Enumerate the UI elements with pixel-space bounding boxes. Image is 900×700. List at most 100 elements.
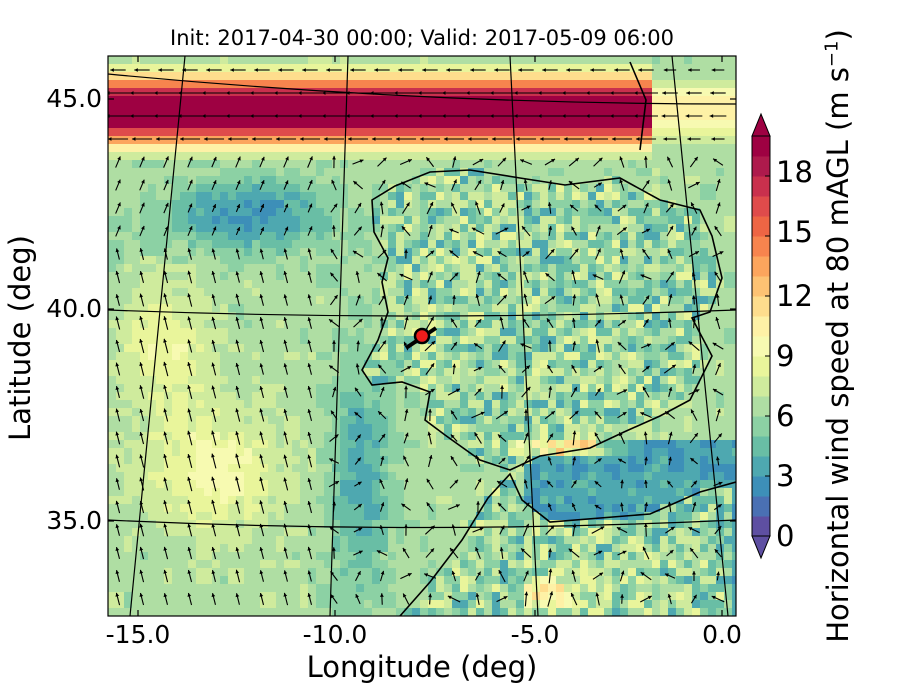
wind-speed-cell	[204, 344, 213, 353]
wind-speed-cell	[316, 488, 325, 497]
wind-speed-cell	[596, 472, 605, 481]
wind-speed-cell	[220, 376, 229, 385]
wind-speed-cell	[396, 200, 405, 209]
wind-speed-cell	[212, 480, 221, 489]
wind-speed-cell	[196, 504, 205, 513]
wind-speed-cell	[428, 392, 437, 401]
wind-speed-cell	[556, 344, 565, 353]
wind-speed-cell	[476, 464, 485, 473]
wind-speed-cell	[116, 56, 125, 65]
wind-speed-cell	[508, 280, 517, 289]
wind-speed-cell	[244, 528, 253, 537]
wind-speed-cell	[204, 328, 213, 337]
wind-speed-cell	[140, 408, 149, 417]
wind-speed-cell	[700, 200, 709, 209]
wind-speed-cell	[716, 80, 725, 89]
wind-speed-cell	[188, 248, 197, 257]
wind-speed-cell	[180, 496, 189, 505]
wind-speed-cell	[292, 400, 301, 409]
wind-speed-cell	[636, 480, 645, 489]
wind-speed-cell	[724, 296, 733, 305]
wind-speed-cell	[180, 232, 189, 241]
wind-speed-cell	[524, 240, 533, 249]
wind-speed-cell	[476, 184, 485, 193]
wind-speed-cell	[604, 104, 613, 113]
wind-speed-cell	[420, 320, 429, 329]
wind-speed-cell	[716, 488, 725, 497]
wind-speed-cell	[348, 552, 357, 561]
wind-speed-cell	[660, 408, 669, 417]
wind-speed-cell	[132, 424, 141, 433]
wind-speed-cell	[652, 248, 661, 257]
wind-speed-cell	[508, 376, 517, 385]
wind-speed-cell	[404, 408, 413, 417]
wind-speed-cell	[324, 216, 333, 225]
wind-speed-cell	[228, 384, 237, 393]
wind-speed-cell	[268, 80, 277, 89]
wind-speed-cell	[724, 312, 733, 321]
wind-speed-cell	[116, 144, 125, 153]
wind-speed-cell	[604, 512, 613, 521]
wind-speed-cell	[532, 256, 541, 265]
wind-speed-cell	[180, 320, 189, 329]
wind-speed-cell	[700, 288, 709, 297]
wind-speed-cell	[380, 512, 389, 521]
wind-speed-cell	[724, 248, 733, 257]
wind-speed-cell	[548, 240, 557, 249]
wind-speed-cell	[460, 272, 469, 281]
wind-speed-cell	[476, 248, 485, 257]
wind-speed-cell	[284, 104, 293, 113]
wind-speed-cell	[332, 152, 341, 161]
wind-speed-cell	[132, 192, 141, 201]
wind-speed-cell	[492, 120, 501, 129]
wind-speed-cell	[612, 136, 621, 145]
wind-speed-cell	[188, 344, 197, 353]
wind-speed-cell	[452, 352, 461, 361]
wind-speed-cell	[380, 504, 389, 513]
wind-speed-cell	[228, 320, 237, 329]
wind-speed-cell	[644, 264, 653, 273]
wind-speed-cell	[348, 328, 357, 337]
wind-speed-cell	[668, 544, 677, 553]
wind-speed-cell	[396, 216, 405, 225]
wind-speed-cell	[204, 216, 213, 225]
wind-speed-cell	[180, 536, 189, 545]
wind-speed-cell	[172, 512, 181, 521]
wind-speed-cell	[196, 512, 205, 521]
wind-speed-cell	[716, 168, 725, 177]
wind-speed-cell	[564, 192, 573, 201]
wind-speed-cell	[620, 488, 629, 497]
wind-speed-cell	[420, 216, 429, 225]
wind-speed-cell	[196, 272, 205, 281]
wind-speed-cell	[564, 240, 573, 249]
wind-speed-cell	[236, 456, 245, 465]
wind-speed-cell	[204, 560, 213, 569]
wind-speed-cell	[540, 480, 549, 489]
wind-speed-cell	[252, 96, 261, 105]
wind-speed-cell	[156, 352, 165, 361]
wind-speed-cell	[708, 424, 717, 433]
wind-speed-cell	[444, 384, 453, 393]
wind-speed-cell	[244, 480, 253, 489]
wind-speed-cell	[180, 88, 189, 97]
wind-speed-cell	[236, 192, 245, 201]
wind-speed-cell	[692, 488, 701, 497]
wind-speed-cell	[644, 320, 653, 329]
wind-speed-cell	[596, 400, 605, 409]
wind-speed-cell	[628, 480, 637, 489]
wind-speed-cell	[580, 176, 589, 185]
wind-speed-cell	[716, 384, 725, 393]
wind-speed-cell	[284, 328, 293, 337]
wind-speed-cell	[244, 256, 253, 265]
wind-speed-cell	[724, 440, 733, 449]
wind-speed-cell	[460, 528, 469, 537]
wind-speed-cell	[132, 168, 141, 177]
wind-speed-cell	[556, 472, 565, 481]
wind-speed-cell	[380, 552, 389, 561]
wind-speed-cell	[140, 96, 149, 105]
wind-speed-cell	[724, 176, 733, 185]
wind-speed-cell	[572, 288, 581, 297]
wind-speed-cell	[572, 496, 581, 505]
wind-speed-cell	[644, 424, 653, 433]
wind-speed-cell	[564, 368, 573, 377]
